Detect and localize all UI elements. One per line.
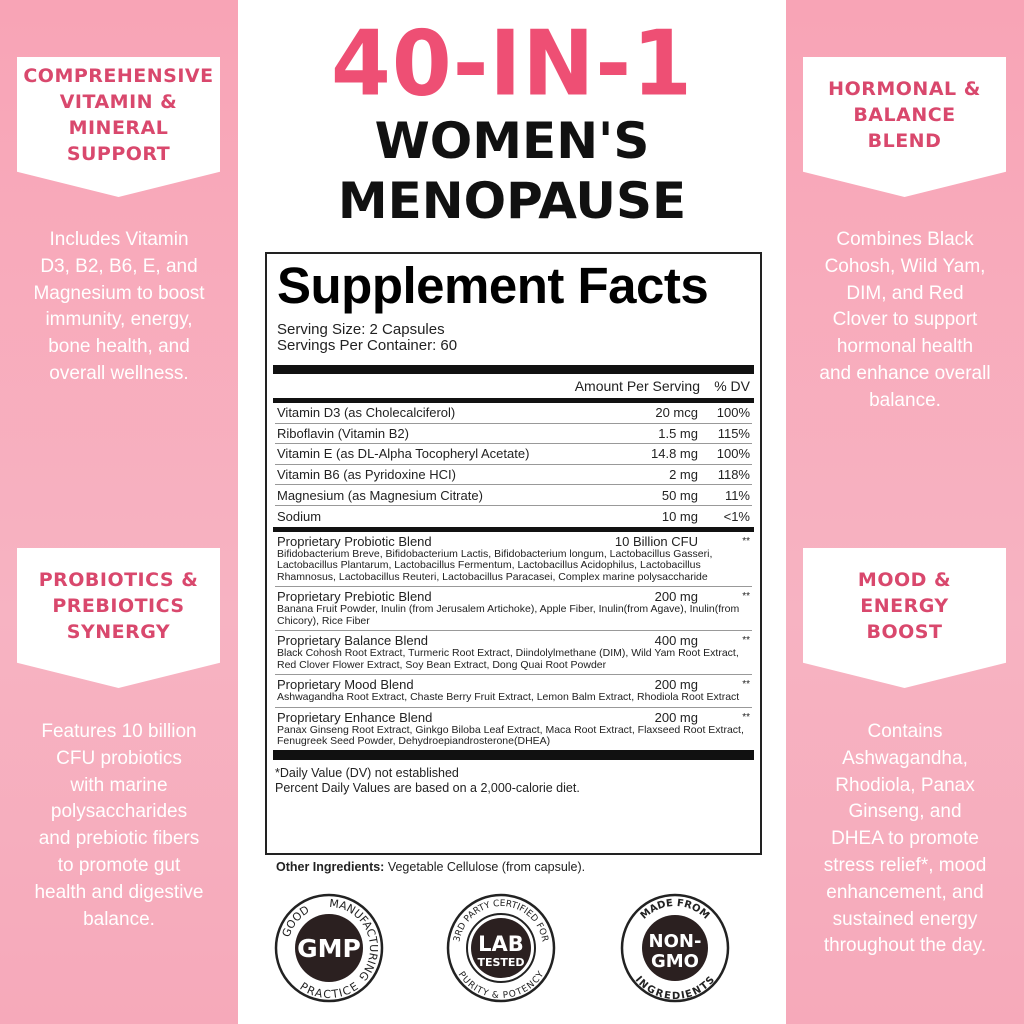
- nutrient-row: Riboflavin (Vitamin B2) 1.5 mg 115%: [275, 424, 752, 445]
- nutrient-name: Magnesium (as Magnesium Citrate): [277, 487, 483, 503]
- nutrient-amount: 10 mg: [661, 508, 698, 524]
- lab-tested-badge: 3RD PARTY CERTIFIED FOR PURITY & POTENCY…: [446, 893, 556, 1003]
- blend-row: Proprietary Mood Blend 200 mg ** Ashwagandh…: [275, 675, 752, 708]
- supplement-facts-panel: Supplement Facts Serving Size: 2 Capsule…: [265, 252, 762, 855]
- blend-ingredients: Panax Ginseng Root Extract, Ginkgo Bilob…: [277, 723, 744, 748]
- nutrient-row: Sodium 10 mg <1%: [275, 506, 752, 527]
- nutrient-row: Vitamin E (as DL-Alpha Tocopheryl Acetat…: [275, 444, 752, 465]
- feature-banner: HORMONAL & BALANCE BLEND: [803, 57, 1006, 197]
- feature-text: Includes Vitamin D3, B2, B6, E, and Magn…: [33, 229, 205, 384]
- blend-ingredients: Ashwagandha Root Extract, Chaste Berry F…: [277, 691, 740, 704]
- badge-center-text: TESTED: [477, 956, 524, 969]
- badge-center-text: LAB: [478, 932, 524, 956]
- facts-title: Supplement Facts: [277, 257, 709, 314]
- nutrient-amount: 14.8 mg: [651, 446, 698, 462]
- blend-row: Proprietary Balance Blend 400 mg ** Black C…: [275, 631, 752, 676]
- blend-dv: **: [742, 635, 750, 647]
- non-gmo-badge: MADE FROM INGREDIENTS NON- GMO: [620, 893, 730, 1003]
- nutrient-name: Riboflavin (Vitamin B2): [277, 425, 409, 441]
- blend-dv: **: [742, 711, 750, 723]
- svg-text:PRACTICE: PRACTICE: [298, 980, 361, 1001]
- nutrient-amount: 20 mcg: [655, 405, 698, 421]
- servings-per-container: Servings Per Container: 60: [277, 337, 458, 354]
- amount-header: Amount Per Serving: [574, 378, 700, 394]
- headline-womens: WOMEN'S: [374, 112, 650, 170]
- feature-banner: MOOD & ENERGY BOOST: [803, 548, 1006, 688]
- gmp-badge: GOOD MANUFACTURING PRACTICE GMP: [274, 893, 384, 1003]
- right-feature-panel: HORMONAL & BALANCE BLEND Combines Black …: [786, 0, 1024, 1024]
- other-ingredients: Other Ingredients: Vegetable Cellulose (…: [276, 860, 585, 874]
- blend-dv: **: [742, 591, 750, 603]
- nutrient-dv: 118%: [717, 467, 750, 483]
- feature-text: Features 10 billion CFU probiotics with …: [34, 721, 204, 930]
- blend-dv: **: [742, 535, 750, 547]
- nutrient-name: Vitamin E (as DL-Alpha Tocopheryl Acetat…: [277, 446, 530, 462]
- nutrient-row: Vitamin D3 (as Cholecalciferol) 20 mcg 100…: [275, 403, 752, 424]
- badge-ring-text: PRACTICE: [298, 980, 361, 1001]
- nutrient-name: Sodium: [277, 508, 322, 524]
- nutrient-name: Vitamin B6 (as Pyridoxine HCI): [277, 467, 456, 483]
- nutrient-dv: 100%: [716, 405, 750, 421]
- feature-text: Combines Black Cohosh, Wild Yam, DIM, an…: [819, 229, 991, 411]
- column-header: Amount Per Serving % DV: [275, 374, 752, 398]
- nutrient-dv: 11%: [724, 487, 750, 503]
- blend-name: Proprietary Prebiotic Blend: [277, 589, 432, 605]
- footnote-calories: Percent Daily Values are based on a 2,00…: [275, 780, 580, 795]
- serving-size: Serving Size: 2 Capsules: [277, 321, 445, 338]
- blend-row: Proprietary Probiotic Blend 10 Billion CF…: [275, 532, 752, 588]
- badge-center-text: GMO: [651, 951, 699, 972]
- blend-ingredients: Bifidobacterium Breve, Bifidobacterium L…: [277, 547, 713, 583]
- blend-dv: **: [742, 679, 750, 691]
- feature-banner: PROBIOTICS & PREBIOTICS SYNERGY: [17, 548, 220, 688]
- feature-heading: COMPREHENSIVE VITAMIN & MINERAL SUPPORT: [23, 65, 214, 165]
- divider: [273, 365, 754, 374]
- blend-name: Proprietary Balance Blend: [277, 633, 429, 649]
- feature-text: Contains Ashwagandha, Rhodiola, Panax Gi…: [823, 721, 987, 957]
- feature-heading: HORMONAL & BALANCE BLEND: [828, 78, 981, 152]
- blend-list: Proprietary Probiotic Blend 10 Billion CF…: [275, 532, 752, 751]
- footnote-dv: *Daily Value (DV) not established: [275, 765, 459, 780]
- dv-header: % DV: [714, 378, 750, 394]
- blend-name: Proprietary Probiotic Blend: [277, 533, 432, 549]
- nutrient-amount: 50 mg: [661, 487, 698, 503]
- nutrient-row: Magnesium (as Magnesium Citrate) 50 mg 11%: [275, 485, 752, 506]
- other-ingredients-label: Other Ingredients:: [276, 860, 385, 874]
- blend-ingredients: Banana Fruit Powder, Inulin (from Jerusa…: [277, 603, 740, 627]
- nutrient-name: Vitamin D3 (as Cholecalciferol): [277, 405, 456, 421]
- nutrient-amount: 1.5 mg: [658, 425, 698, 441]
- feature-banner: COMPREHENSIVE VITAMIN & MINERAL SUPPORT: [17, 57, 220, 197]
- nutrient-row: Vitamin B6 (as Pyridoxine HCI) 2 mg 118%: [275, 465, 752, 486]
- footnote: *Daily Value (DV) not established Percen…: [275, 766, 752, 796]
- nutrient-dv: <1%: [723, 508, 750, 524]
- blend-row: Proprietary Prebiotic Blend 200 mg ** Banan…: [275, 587, 752, 632]
- blend-amount: 200 mg: [654, 677, 698, 693]
- blend-amount: 400 mg: [654, 633, 698, 649]
- blend-name: Proprietary Mood Blend: [277, 677, 414, 693]
- blend-amount: 200 mg: [654, 589, 698, 605]
- blend-amount: 10 Billion CFU: [614, 533, 698, 549]
- badge-center-text: NON-: [649, 931, 702, 952]
- divider: [273, 526, 754, 532]
- divider: [273, 398, 754, 403]
- nutrient-list: Vitamin D3 (as Cholecalciferol) 20 mcg 100…: [275, 403, 752, 527]
- nutrient-amount: 2 mg: [669, 467, 698, 483]
- feature-heading: MOOD & ENERGY BOOST: [857, 569, 952, 643]
- feature-heading: PROBIOTICS & PREBIOTICS SYNERGY: [38, 569, 199, 643]
- divider: [273, 749, 754, 760]
- left-feature-panel: COMPREHENSIVE VITAMIN & MINERAL SUPPORT …: [0, 0, 238, 1024]
- other-ingredients-value: Vegetable Cellulose (from capsule).: [384, 860, 586, 874]
- headline-count: 40-IN-1: [331, 11, 693, 117]
- nutrient-dv: 100%: [716, 446, 750, 462]
- headline-menopause: MENOPAUSE: [337, 172, 687, 230]
- badge-center-text: GMP: [297, 934, 361, 963]
- blend-name: Proprietary Enhance Blend: [277, 709, 433, 725]
- blend-amount: 200 mg: [654, 709, 698, 725]
- blend-ingredients: Black Cohosh Root Extract, Turmeric Root…: [277, 647, 739, 671]
- nutrient-dv: 115%: [717, 425, 750, 441]
- blend-row: Proprietary Enhance Blend 200 mg ** Panax G…: [275, 708, 752, 751]
